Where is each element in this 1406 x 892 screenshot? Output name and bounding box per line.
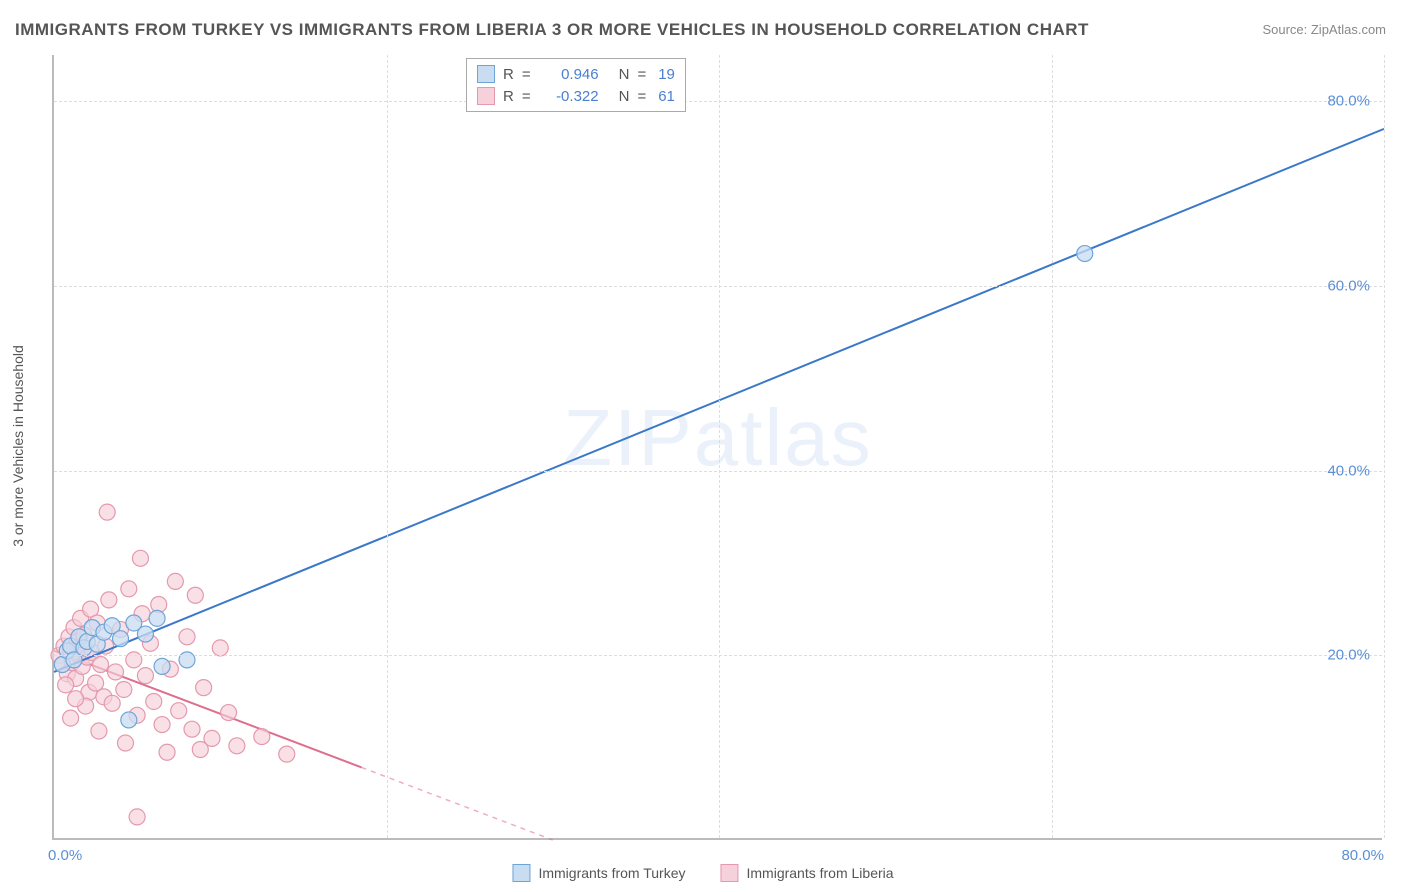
series-legend: Immigrants from Turkey Immigrants from L… <box>512 864 893 882</box>
chart-title: IMMIGRANTS FROM TURKEY VS IMMIGRANTS FRO… <box>15 20 1089 40</box>
legend-swatch-liberia <box>720 864 738 882</box>
chart-plot-area: ZIPatlas 20.0%40.0%60.0%80.0%0.0%80.0% <box>52 55 1382 840</box>
y-tick-label: 20.0% <box>1327 647 1370 664</box>
legend-swatch-liberia <box>477 87 495 105</box>
legend-item-liberia: Immigrants from Liberia <box>720 864 893 882</box>
y-tick-label: 40.0% <box>1327 462 1370 479</box>
n-value-turkey: 19 <box>658 66 675 83</box>
n-label: N <box>619 66 630 83</box>
n-label: N <box>619 88 630 105</box>
legend-label-liberia: Immigrants from Liberia <box>746 865 893 881</box>
y-axis-label: 3 or more Vehicles in Household <box>10 246 26 646</box>
correlation-legend: R = 0.946 N = 19 R = -0.322 N = 61 <box>466 58 686 112</box>
legend-row-liberia: R = -0.322 N = 61 <box>477 85 675 107</box>
r-value-liberia: -0.322 <box>539 88 599 105</box>
r-value-turkey: 0.946 <box>539 66 599 83</box>
equals-sign: = <box>522 88 531 105</box>
x-tick-label: 0.0% <box>48 847 82 864</box>
r-label: R <box>503 88 514 105</box>
r-label: R <box>503 66 514 83</box>
legend-swatch-turkey <box>477 65 495 83</box>
equals-sign: = <box>522 66 531 83</box>
equals-sign: = <box>637 88 646 105</box>
y-tick-label: 80.0% <box>1327 93 1370 110</box>
source-label: Source: ZipAtlas.com <box>1262 22 1386 37</box>
legend-label-turkey: Immigrants from Turkey <box>538 865 685 881</box>
legend-swatch-turkey <box>512 864 530 882</box>
legend-item-turkey: Immigrants from Turkey <box>512 864 685 882</box>
n-value-liberia: 61 <box>658 88 675 105</box>
equals-sign: = <box>637 66 646 83</box>
y-tick-label: 60.0% <box>1327 277 1370 294</box>
legend-row-turkey: R = 0.946 N = 19 <box>477 63 675 85</box>
scatter-plot-svg <box>54 55 1382 838</box>
x-tick-label: 80.0% <box>1341 847 1384 864</box>
